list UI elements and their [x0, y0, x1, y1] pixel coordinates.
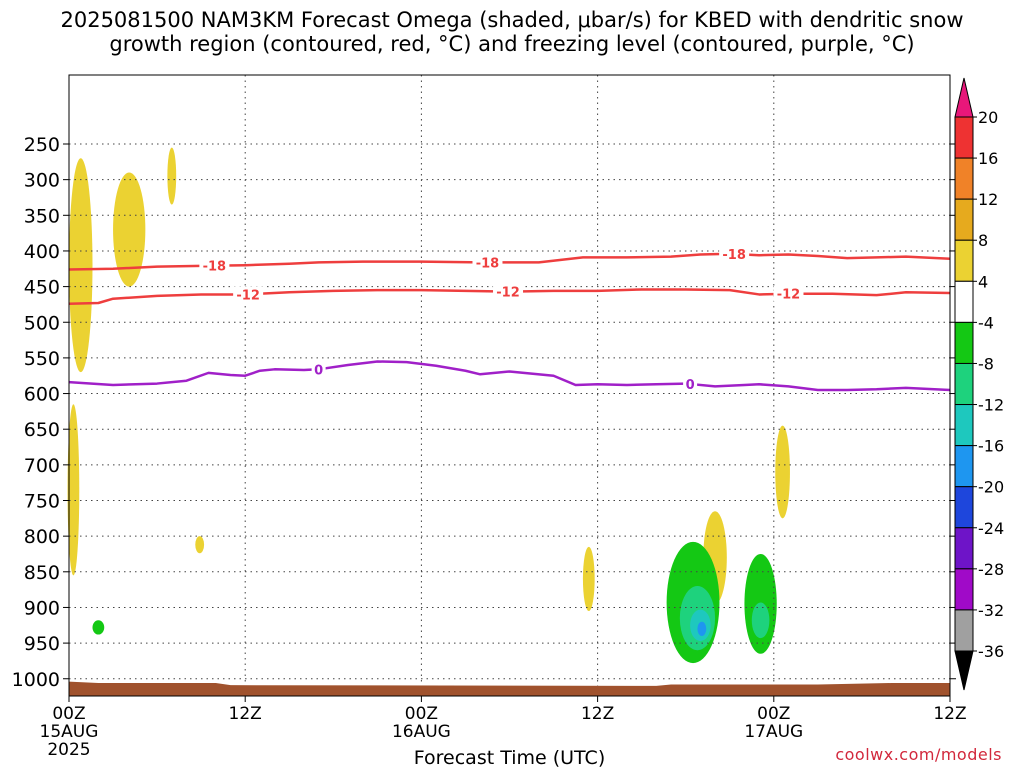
y-tick-label-400: 400	[24, 241, 60, 263]
omega-shade-8	[92, 620, 105, 635]
colorbar-label-1: 16	[978, 149, 998, 168]
contour-label-bg-0-0	[199, 257, 230, 274]
x-tick-label-60: 12Z	[933, 704, 966, 724]
colorbar-box-12	[954, 568, 974, 611]
contour-label-1-2: -12	[777, 288, 801, 303]
omega-shade-1	[113, 172, 146, 287]
x-tick-label-0: 00Z	[52, 704, 85, 724]
colorbar-label-13: -36	[978, 642, 1004, 661]
omega-shade-4	[195, 536, 205, 554]
contour-label-bg-0-1	[472, 254, 503, 271]
contour-line-2	[68, 360, 951, 392]
y-tick-label-500: 500	[24, 312, 60, 334]
y-tick-label-950: 950	[24, 633, 60, 655]
contour-label-bg-1-2	[773, 285, 804, 302]
y-tick-label-250: 250	[24, 134, 60, 156]
colorbar-box-13	[954, 609, 974, 652]
x-tick-label-24: 00Z	[405, 704, 438, 724]
x-tick-label-12: 12Z	[229, 704, 262, 724]
colorbar-label-5: -4	[978, 313, 994, 332]
omega-shade-2	[167, 147, 177, 205]
colorbar-label-8: -16	[978, 437, 1004, 456]
y-tick-label-600: 600	[24, 384, 60, 406]
omega-shade-3	[67, 404, 80, 576]
colorbar-label-3: 8	[978, 231, 988, 250]
colorbar-box-5	[954, 280, 974, 323]
contour-label-bg-0-2	[719, 246, 750, 263]
colorbar-label-0: 20	[978, 108, 998, 127]
omega-shade-7	[775, 425, 790, 519]
y-tick-label-900: 900	[24, 597, 60, 619]
x-tick-sub-0: 15AUG	[40, 722, 99, 742]
terrain-band	[69, 681, 950, 696]
contour-label-2-0: 0	[314, 363, 323, 378]
contour-label-bg-1-1	[493, 283, 524, 300]
colorbar-box-10	[954, 486, 974, 529]
colorbar-box-2	[954, 157, 974, 200]
colorbar-label-9: -20	[978, 478, 1004, 497]
contour-label-1-0: -12	[236, 288, 260, 303]
contour-label-bg-1-0	[233, 286, 264, 303]
y-tick-label-700: 700	[24, 455, 60, 477]
chart-title-line1: 2025081500 NAM3KM Forecast Omega (shaded…	[60, 8, 964, 32]
x-tick-sub-24: 16AUG	[392, 722, 451, 742]
y-tick-label-300: 300	[24, 170, 60, 192]
colorbar-box-4	[954, 239, 974, 282]
colorbar-box-1	[954, 116, 974, 159]
colorbar-label-10: -24	[978, 519, 1004, 538]
colorbar-bottom-arrow	[954, 650, 974, 691]
contour-label-2-1: 0	[686, 378, 695, 393]
omega-shade-14	[751, 602, 770, 639]
plot-frame	[68, 74, 951, 697]
colorbar-label-7: -12	[978, 396, 1004, 415]
colorbar-box-11	[954, 527, 974, 570]
colorbar-label-4: 4	[978, 272, 988, 291]
y-tick-label-450: 450	[24, 277, 60, 299]
colorbar-box-9	[954, 445, 974, 488]
omega-shade-5	[582, 546, 595, 612]
colorbar-label-2: 12	[978, 190, 998, 209]
colorbar-label-12: -32	[978, 601, 1004, 620]
x-axis-label: Forecast Time (UTC)	[414, 747, 605, 768]
colorbar-label-11: -28	[978, 560, 1004, 579]
x-tick-sub2-0: 2025	[47, 740, 90, 760]
chart-title-line2: growth region (contoured, red, °C) and f…	[109, 32, 915, 56]
colorbar-box-6	[954, 321, 974, 364]
y-tick-label-350: 350	[24, 205, 60, 227]
omega-shade-0	[69, 158, 93, 373]
x-tick-label-36: 12Z	[581, 704, 614, 724]
x-tick-label-48: 00Z	[757, 704, 790, 724]
contour-label-bg-2-0	[311, 361, 326, 378]
credit-text: coolwx.com/models	[835, 745, 1002, 764]
contour-label-0-0: -18	[203, 260, 227, 275]
colorbar-box-7	[954, 362, 974, 406]
colorbar-label-6: -8	[978, 354, 994, 373]
colorbar-box-3	[954, 198, 974, 241]
contour-label-0-1: -18	[476, 256, 500, 271]
colorbar-top-arrow	[954, 77, 974, 118]
y-tick-label-800: 800	[24, 526, 60, 548]
contour-label-1-1: -12	[496, 286, 520, 301]
y-tick-label-750: 750	[24, 491, 60, 513]
colorbar-box-8	[954, 404, 974, 447]
y-tick-label-850: 850	[24, 562, 60, 584]
x-tick-sub-48: 17AUG	[744, 722, 803, 742]
contour-label-0-2: -18	[722, 248, 746, 263]
contour-label-bg-2-1	[683, 375, 698, 392]
y-tick-label-650: 650	[24, 419, 60, 441]
y-tick-label-550: 550	[24, 348, 60, 370]
omega-shade-12	[697, 621, 707, 636]
y-tick-label-1000: 1000	[12, 669, 60, 691]
contour-line-0	[68, 252, 951, 271]
